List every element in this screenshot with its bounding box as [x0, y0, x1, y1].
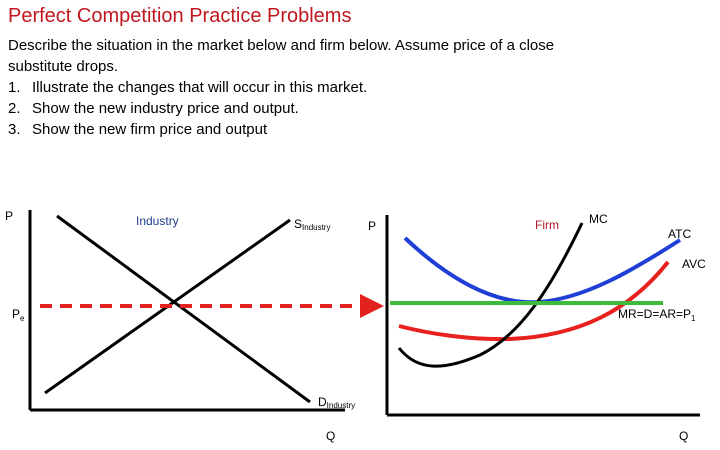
firm-graph: P Firm MC ATC AVC MR=D=AR=P1 Q — [368, 212, 706, 443]
mr-subscript: 1 — [691, 314, 696, 323]
firm-x-axis-label: Q — [679, 429, 688, 443]
description-item-3: 3. Show the new firm price and output — [8, 119, 668, 140]
avc-label: AVC — [682, 257, 706, 271]
market-graph: P Industry SIndustry Pe DIndustry Q — [5, 209, 355, 443]
avc-curve — [398, 260, 670, 342]
firm-title: Firm — [535, 218, 559, 232]
mr-text: MR=D=AR=P — [618, 307, 691, 321]
equilibrium-price-label: Pe — [12, 307, 25, 323]
item-number: 2. — [8, 100, 21, 117]
mc-curve — [397, 222, 584, 368]
mr-label: MR=D=AR=P1 — [618, 307, 696, 323]
demand-label: DIndustry — [318, 395, 355, 410]
demand-curve — [56, 214, 311, 404]
demand-subscript: Industry — [327, 401, 355, 410]
item-number: 3. — [8, 121, 21, 138]
supply-subscript: Industry — [302, 223, 330, 232]
market-y-axis-label: P — [5, 209, 13, 223]
market-title: Industry — [136, 214, 179, 228]
market-x-axis-label: Q — [326, 429, 335, 443]
description-item-1: 1. Illustrate the changes that will occur… — [8, 77, 668, 98]
demand-letter: D — [318, 395, 327, 409]
description-line-2: substitute drops. — [8, 58, 119, 75]
item-text: Illustrate the changes that will occur i… — [32, 79, 368, 96]
supply-letter: S — [294, 217, 302, 231]
description-line-1: Describe the situation in the market bel… — [8, 37, 555, 54]
page-title: Perfect Competition Practice Problems — [8, 5, 352, 27]
supply-label: SIndustry — [294, 217, 330, 232]
problem-description: Describe the situation in the market bel… — [8, 35, 668, 140]
price-letter: P — [12, 307, 20, 321]
firm-y-axis-label: P — [368, 219, 376, 233]
mc-label: MC — [589, 212, 608, 226]
item-text: Show the new firm price and output — [32, 121, 268, 138]
item-number: 1. — [8, 79, 21, 96]
price-subscript: e — [20, 314, 25, 323]
atc-label: ATC — [668, 227, 691, 241]
item-text: Show the new industry price and output. — [32, 100, 299, 117]
description-item-2: 2. Show the new industry price and output… — [8, 98, 668, 119]
